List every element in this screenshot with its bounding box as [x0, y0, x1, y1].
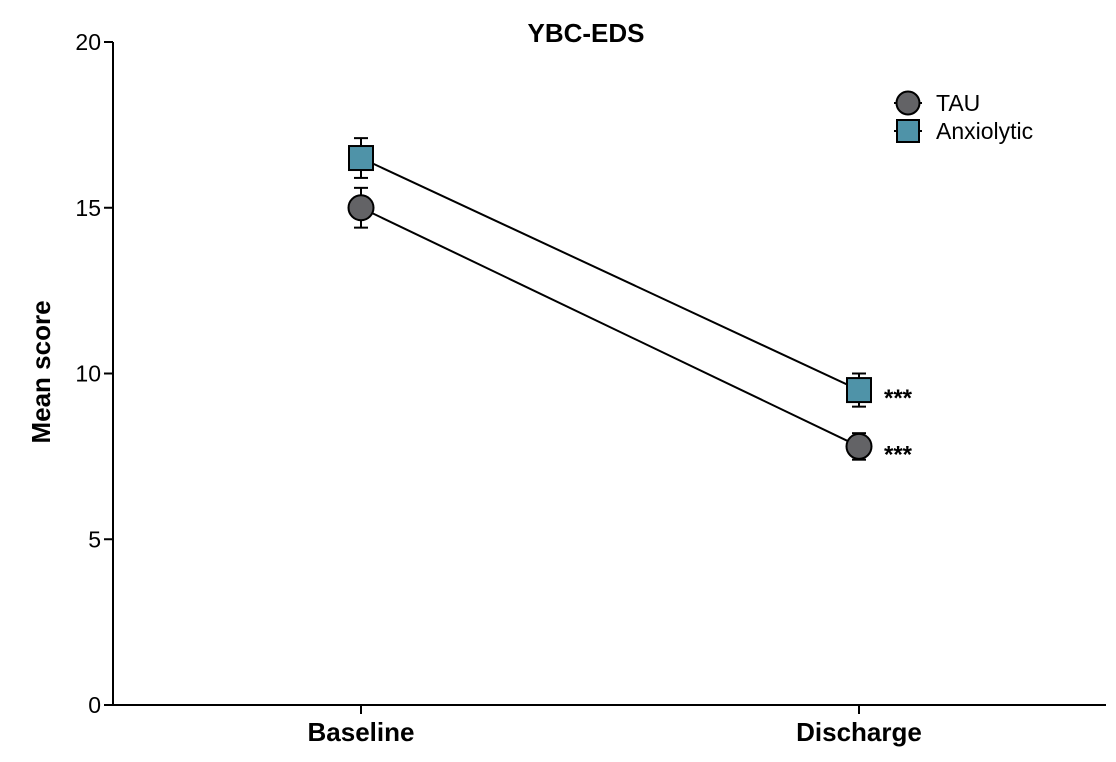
legend-item-tau: TAU — [894, 90, 980, 116]
data-point-anxiolytic — [348, 145, 374, 172]
significance-annotation: *** — [884, 441, 913, 468]
chart-title: YBC-EDS — [527, 18, 644, 48]
series-line-tau — [360, 206, 860, 448]
data-point-tau — [845, 432, 873, 460]
series-tau: *** — [347, 186, 913, 468]
axes: 0 5 10 15 20 Baseline Discharge — [75, 29, 1106, 747]
legend-label: TAU — [936, 90, 980, 116]
y-tick-label: 20 — [75, 29, 101, 55]
y-tick-label: 0 — [88, 692, 101, 718]
y-axis-label: Mean score — [26, 300, 56, 443]
y-tick-label: 15 — [75, 195, 101, 221]
x-tick-label: Baseline — [308, 717, 415, 747]
series-anxiolytic: *** — [348, 137, 913, 412]
legend-marker — [895, 90, 921, 116]
legend-label: Anxiolytic — [936, 118, 1033, 144]
y-tick-label: 10 — [75, 361, 101, 387]
data-point-tau — [347, 194, 375, 222]
y-tick-label: 5 — [88, 526, 101, 552]
x-tick-label: Discharge — [796, 717, 922, 747]
series-group: *** *** — [347, 137, 913, 468]
data-point-anxiolytic — [846, 377, 872, 404]
series-line-anxiolytic — [360, 157, 860, 391]
significance-annotation: *** — [884, 385, 913, 412]
legend-item-anxiolytic: Anxiolytic — [894, 118, 1033, 144]
legend-marker — [896, 119, 920, 143]
